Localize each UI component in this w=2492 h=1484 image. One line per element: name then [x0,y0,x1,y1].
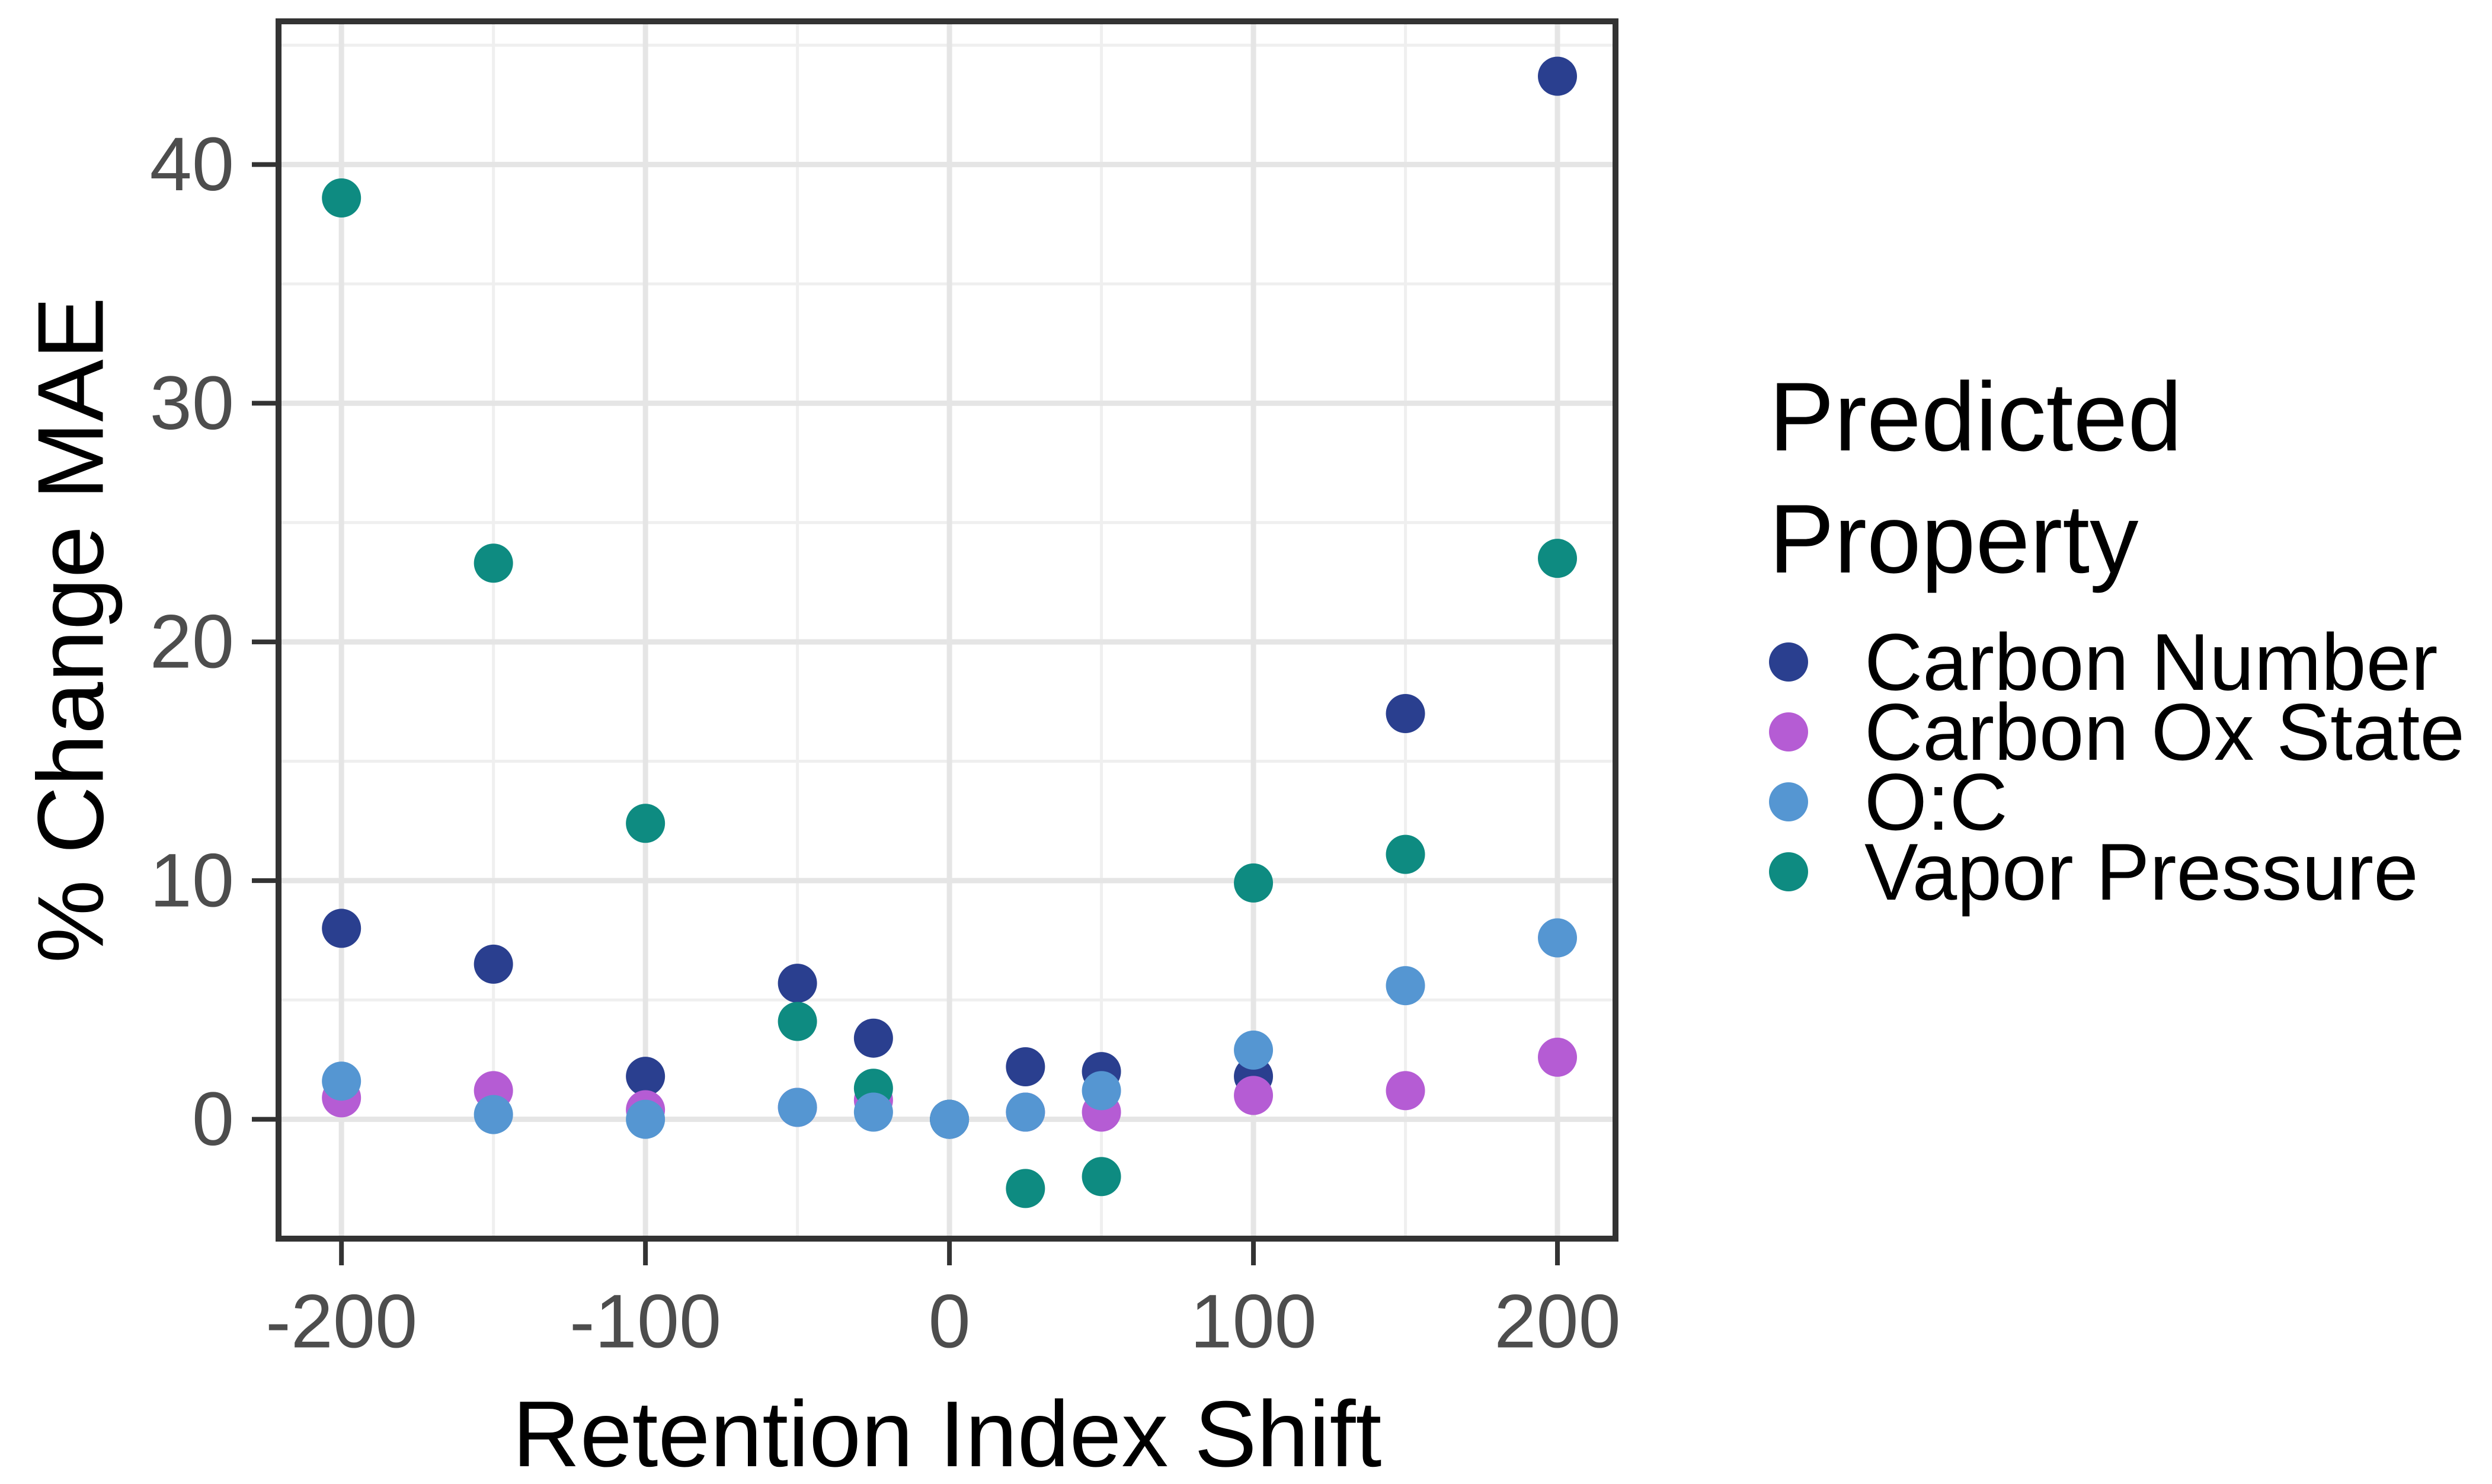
x-axis-title: Retention Index Shift [512,1382,1382,1484]
data-point [778,1002,817,1041]
y-tick-label: 10 [150,838,234,923]
data-point [1234,863,1274,903]
legend-swatch-icon [1769,712,1808,751]
axis-tickmarks [252,162,1560,1265]
data-point [1538,1037,1578,1077]
legend-item-label: Carbon Ox State [1864,686,2465,777]
legend-item-label: O:C [1864,756,2008,847]
y-axis-title: % Change MAE [18,296,123,964]
y-tick-label: 40 [150,122,234,207]
legend-item: Vapor Pressure [1769,827,2492,917]
data-point [1386,1071,1425,1111]
data-point [853,1018,893,1058]
legend-item: Carbon Number [1769,617,2492,707]
data-point [1386,966,1425,1006]
y-tick-label: 0 [192,1077,234,1162]
data-point [322,1061,362,1101]
axis-tick-labels: -200 -100 0 100 200 0 10 20 30 40 [150,122,1621,1364]
data-point [322,178,362,218]
data-points [322,56,1578,1208]
legend-swatch-icon [1769,782,1808,821]
y-tick-label: 30 [150,361,234,446]
data-point [626,1099,666,1139]
data-point [474,944,513,984]
legend-title: Predicted Property [1769,362,2183,594]
data-point [1386,834,1425,874]
major-gridlines [279,21,1616,1239]
y-tick-label: 20 [150,600,234,685]
data-point [1006,1047,1045,1087]
legend-item: Carbon Ox State [1769,687,2492,777]
data-point [778,1088,817,1127]
panel-border-rect [276,18,1618,1242]
data-point [626,804,666,843]
x-tick-label: 200 [1494,1280,1621,1364]
x-tick-label: -200 [265,1280,417,1364]
data-point [1234,1030,1274,1070]
data-point [1538,56,1578,96]
legend-item-label: Carbon Number [1864,616,2438,707]
legend-swatch-icon [1769,642,1808,682]
legend-items: Carbon Number Carbon Ox State O:C Vapor Pre… [1769,617,2492,917]
data-point [474,543,513,583]
data-point [1006,1092,1045,1132]
data-point [853,1092,893,1132]
legend-swatch-icon [1769,852,1808,891]
x-tick-label: 100 [1190,1280,1317,1364]
panel-border [276,18,1618,1242]
data-point [1538,539,1578,578]
data-point [778,964,817,1003]
data-point [930,1099,970,1139]
data-point [322,909,362,948]
data-point [1082,1071,1121,1111]
x-tick-label: 0 [929,1280,971,1364]
legend-item: O:C [1769,757,2492,847]
data-point [474,1095,513,1134]
data-point [1234,1076,1274,1115]
data-point [1082,1157,1121,1197]
x-tick-label: -100 [570,1280,721,1364]
data-point [626,1057,666,1096]
legend-item-label: Vapor Pressure [1864,826,2419,917]
legend: Predicted Property Carbon Number Carbon O… [1769,356,2492,917]
data-point [1538,918,1578,958]
data-point [1386,693,1425,733]
data-point [1006,1169,1045,1208]
